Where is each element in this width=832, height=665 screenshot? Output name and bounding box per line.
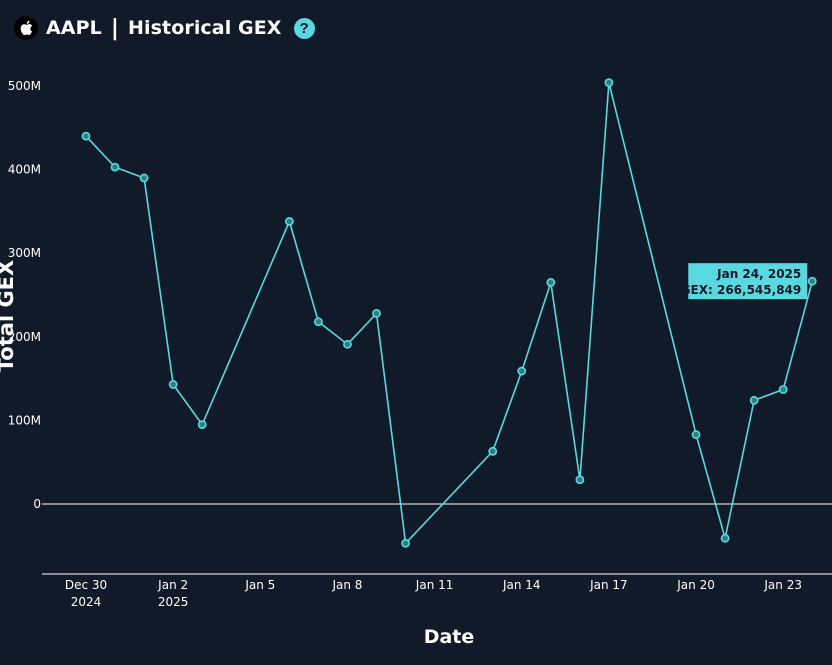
- data-point: [546, 278, 556, 287]
- x-tick-label: Jan 2: [157, 578, 188, 592]
- y-tick-label: 100M: [8, 413, 41, 427]
- x-tick-sublabel: 2025: [158, 595, 189, 609]
- data-point: [372, 308, 381, 318]
- data-point: [720, 533, 730, 543]
- y-tick-label: 200M: [8, 330, 41, 344]
- data-point: [110, 162, 120, 172]
- apple-logo-icon: [14, 16, 38, 40]
- x-tick-label: Dec 30: [65, 578, 107, 592]
- x-tick-label: Jan 17: [589, 578, 628, 592]
- y-tick-label: 0: [33, 497, 41, 511]
- x-tick-label: Jan 5: [244, 578, 275, 592]
- data-point: [343, 339, 352, 349]
- data-point: [313, 317, 323, 327]
- data-point: [284, 217, 294, 226]
- series-line: [85, 81, 814, 545]
- data-point: [168, 380, 178, 389]
- data-point: [691, 430, 701, 440]
- x-tick-label: Jan 20: [676, 578, 715, 592]
- tooltip-value: GEX: 266,545,849: [681, 283, 802, 297]
- data-point: [81, 131, 91, 141]
- data-point: [139, 173, 149, 183]
- y-tick-label: 300M: [8, 246, 41, 260]
- x-tick-label: Jan 11: [415, 578, 454, 592]
- data-point: [604, 78, 614, 88]
- data-point: [488, 446, 498, 456]
- x-axis-label: Date: [424, 626, 475, 648]
- tooltip-date: Jan 24, 2025: [716, 267, 801, 281]
- x-axis-ticks: Dec 30 2024 Jan 2 2025 Jan 5 Jan 8 Jan 11 Jan 1…: [65, 578, 802, 609]
- chart-header: AAPL | Historical GEX ?: [14, 12, 315, 44]
- hover-tooltip: Jan 24, 2025 GEX: 266,545,849: [681, 263, 808, 300]
- chart-title: Historical GEX: [127, 17, 282, 39]
- series-points: [81, 78, 817, 548]
- y-axis-label: Total GEX: [0, 260, 18, 372]
- y-tick-label: 500M: [8, 79, 41, 93]
- data-point: [197, 420, 207, 429]
- ticker-symbol: AAPL: [46, 17, 102, 39]
- help-icon[interactable]: ?: [293, 17, 315, 39]
- title-separator: |: [110, 15, 119, 41]
- tooltip-box: [688, 263, 808, 300]
- y-axis-ticks: 0 100M 200M 300M 400M 500M: [8, 79, 41, 511]
- x-tick-label: Jan 23: [763, 578, 802, 592]
- x-tick-sublabel: 2024: [71, 595, 102, 609]
- data-point: [517, 366, 527, 376]
- data-point: [749, 395, 759, 405]
- y-tick-label: 400M: [8, 163, 41, 177]
- data-point: [575, 475, 585, 485]
- data-point: [807, 276, 817, 286]
- data-point: [401, 538, 410, 548]
- x-tick-label: Jan 14: [502, 578, 541, 592]
- x-tick-label: Jan 8: [331, 578, 362, 592]
- data-point: [778, 385, 788, 394]
